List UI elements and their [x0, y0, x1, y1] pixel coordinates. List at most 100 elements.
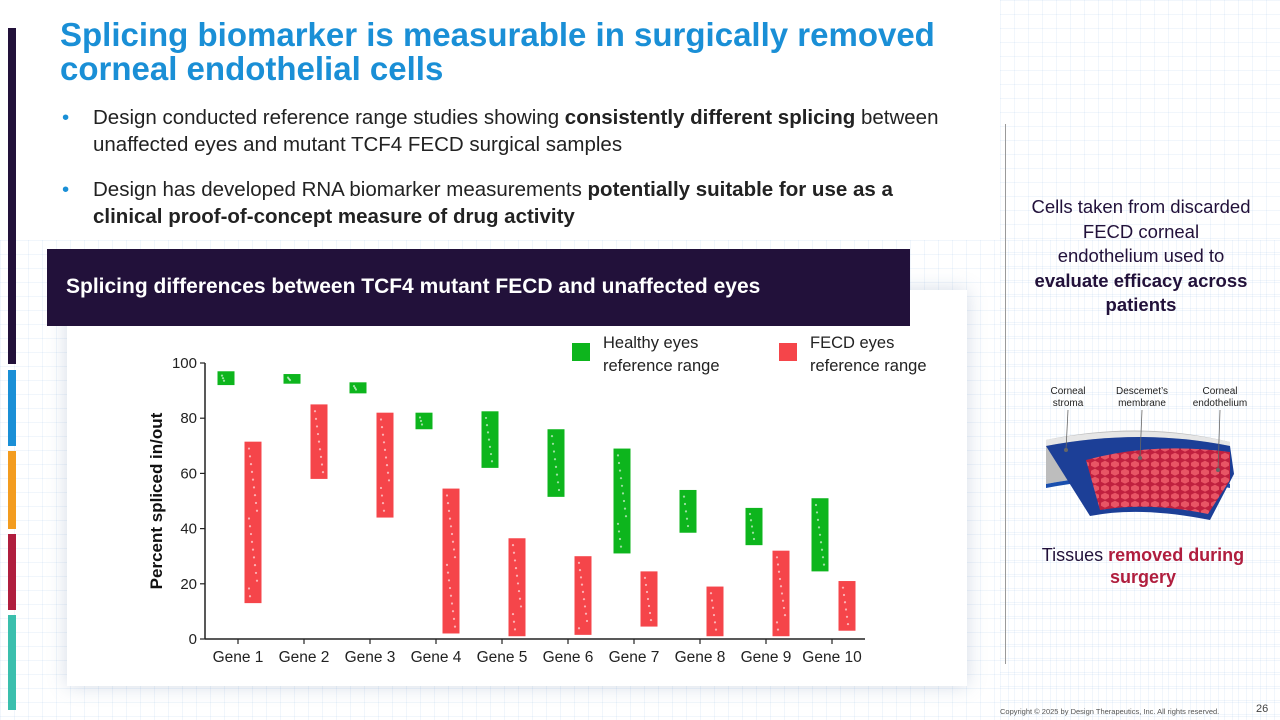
fecd-range-bar [508, 538, 526, 637]
sample-dot [648, 611, 652, 615]
sample-dot [448, 586, 452, 590]
tissue-label-endothelium-line1: Corneal [1202, 386, 1237, 397]
sample-dot [255, 579, 259, 582]
sample-dot [511, 543, 515, 547]
sample-dot [485, 424, 489, 427]
sample-dot [814, 503, 818, 507]
sample-dot [714, 628, 718, 631]
sample-dot [683, 502, 687, 506]
sample-dot [515, 574, 519, 577]
sample-dot [450, 602, 454, 605]
sample-dot [247, 587, 251, 590]
sample-dot [254, 571, 258, 575]
legend-label-line2: reference range [810, 357, 927, 375]
chart-header: Splicing differences between TCF4 mutant… [47, 249, 910, 326]
healthy-range-bar [415, 412, 433, 430]
sample-dot [647, 604, 651, 608]
sample-dot [684, 510, 688, 513]
sample-dot [649, 618, 653, 622]
sample-dot [449, 594, 453, 597]
sample-dot [779, 585, 783, 588]
cornea-tissue-illustration: Corneal stroma Descemet’s membrane Corne… [1046, 386, 1247, 520]
sample-dot [619, 545, 623, 548]
sample-dot [255, 509, 259, 512]
sample-dot [709, 592, 713, 595]
y-axis-label: Percent spliced in/out [147, 412, 166, 589]
sample-dot [487, 438, 491, 441]
sample-dot [585, 619, 589, 623]
sample-dot [316, 432, 320, 436]
sample-dot [453, 556, 457, 559]
sample-dot [248, 525, 252, 528]
y-tick-label: 0 [189, 631, 197, 648]
tissue-label-descemet-line2: membrane [1118, 398, 1166, 409]
x-tick-label: Gene 3 [345, 649, 396, 666]
sample-dot [817, 526, 821, 529]
sample-dot [619, 477, 623, 480]
fecd-range-bar [442, 488, 460, 634]
tissue-label-endothelium-line2: endothelium [1193, 398, 1247, 409]
sample-dot [221, 377, 225, 380]
sample-dot [250, 540, 254, 543]
legend-label-line1: FECD eyes [810, 334, 894, 352]
legend-label-line1: Healthy eyes [603, 334, 698, 352]
sample-dot [248, 455, 252, 458]
page-title: Splicing biomarker is measurable in surg… [60, 16, 935, 87]
sample-dot [513, 559, 517, 562]
sample-dot [841, 586, 845, 589]
sample-dot [319, 455, 323, 458]
y-tick-label: 100 [172, 355, 197, 372]
sample-dot [379, 418, 383, 421]
sample-dot [844, 608, 848, 611]
sample-dot [352, 385, 356, 388]
sample-dot [450, 532, 454, 536]
left-accent-bar-red [8, 534, 16, 610]
y-tick-label: 60 [180, 465, 197, 482]
x-tick-label: Gene 7 [609, 649, 660, 666]
left-accent-bar-orange [8, 451, 16, 529]
sample-dot [315, 425, 319, 428]
sample-dot [551, 442, 555, 445]
sample-dot [516, 582, 520, 585]
sample-dot [486, 431, 490, 434]
sample-dot [818, 533, 822, 536]
side-description: Cells taken from discarded FECD corneal … [1031, 196, 1251, 315]
sample-dot [488, 445, 492, 448]
x-tick-label: Gene 6 [543, 649, 594, 666]
page-number: 26 [1256, 703, 1269, 715]
sample-dot [778, 577, 782, 581]
sample-dot [381, 433, 385, 436]
sample-dot [419, 419, 423, 423]
healthy-range-bar [613, 448, 631, 554]
sample-dot [452, 617, 456, 621]
sample-dot [385, 464, 389, 467]
sample-dot [321, 471, 325, 474]
healthy-range-bar [745, 507, 763, 546]
sample-dot [447, 509, 451, 512]
sample-dot [249, 462, 253, 466]
sample-dot [775, 621, 779, 624]
splicing-chart: 0 20 40 60 80 100 Percent spliced in/out Gene 1… [147, 334, 927, 666]
sample-dot [620, 484, 624, 487]
sample-dot [288, 378, 292, 382]
sample-dot [250, 470, 254, 473]
sample-dot [580, 583, 584, 586]
x-tick-label: Gene 5 [477, 649, 528, 666]
sample-dot [618, 537, 622, 541]
healthy-range-bar [547, 429, 565, 497]
sample-dot [621, 492, 625, 495]
sample-dot [511, 612, 515, 616]
x-tick-label: Gene 1 [213, 649, 264, 666]
sample-dot [775, 556, 779, 559]
sample-dot [822, 563, 826, 566]
sample-dot [644, 583, 648, 587]
sample-dot [386, 471, 390, 474]
sample-dot [713, 621, 717, 624]
sample-dot [582, 598, 586, 601]
sample-dot [783, 614, 787, 617]
sample-dot [749, 519, 753, 522]
healthy-range-bar [349, 382, 367, 394]
sample-dot [685, 517, 689, 520]
sample-dot [451, 540, 455, 543]
sample-dot [751, 531, 755, 534]
